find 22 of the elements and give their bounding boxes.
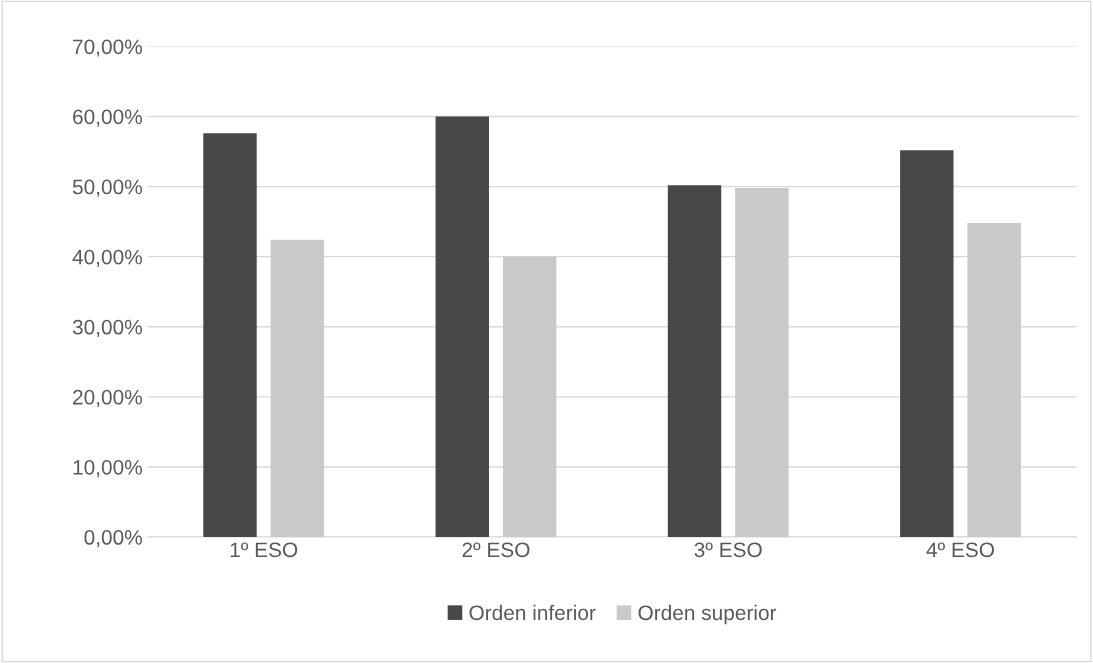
y-tick-label: 0,00%	[84, 530, 142, 548]
y-tick-label: 70,00%	[73, 39, 142, 57]
bar	[435, 116, 489, 538]
y-tick-label: 10,00%	[73, 459, 142, 478]
y-tick-label: 40,00%	[72, 249, 142, 267]
bar	[270, 239, 325, 538]
x-tick-label: 1º ESO	[230, 542, 298, 558]
legend-label: Orden inferior	[469, 604, 596, 621]
y-tick-label: 20,00%	[73, 389, 142, 408]
bar	[203, 133, 257, 538]
x-tick-label: 3º ESO	[694, 542, 762, 558]
bar	[967, 223, 1021, 538]
bar	[502, 256, 557, 538]
y-tick-label: 60,00%	[73, 109, 142, 127]
x-tick-label: 4º ESO	[926, 542, 994, 558]
legend-label: Orden superior	[638, 604, 777, 625]
bar	[900, 150, 954, 538]
y-tick-label: 50,00%	[72, 179, 142, 197]
bar	[667, 185, 722, 538]
bar	[735, 187, 789, 538]
x-tick-label: 2º ESO	[462, 542, 530, 558]
y-tick-label: 30,00%	[72, 319, 142, 337]
